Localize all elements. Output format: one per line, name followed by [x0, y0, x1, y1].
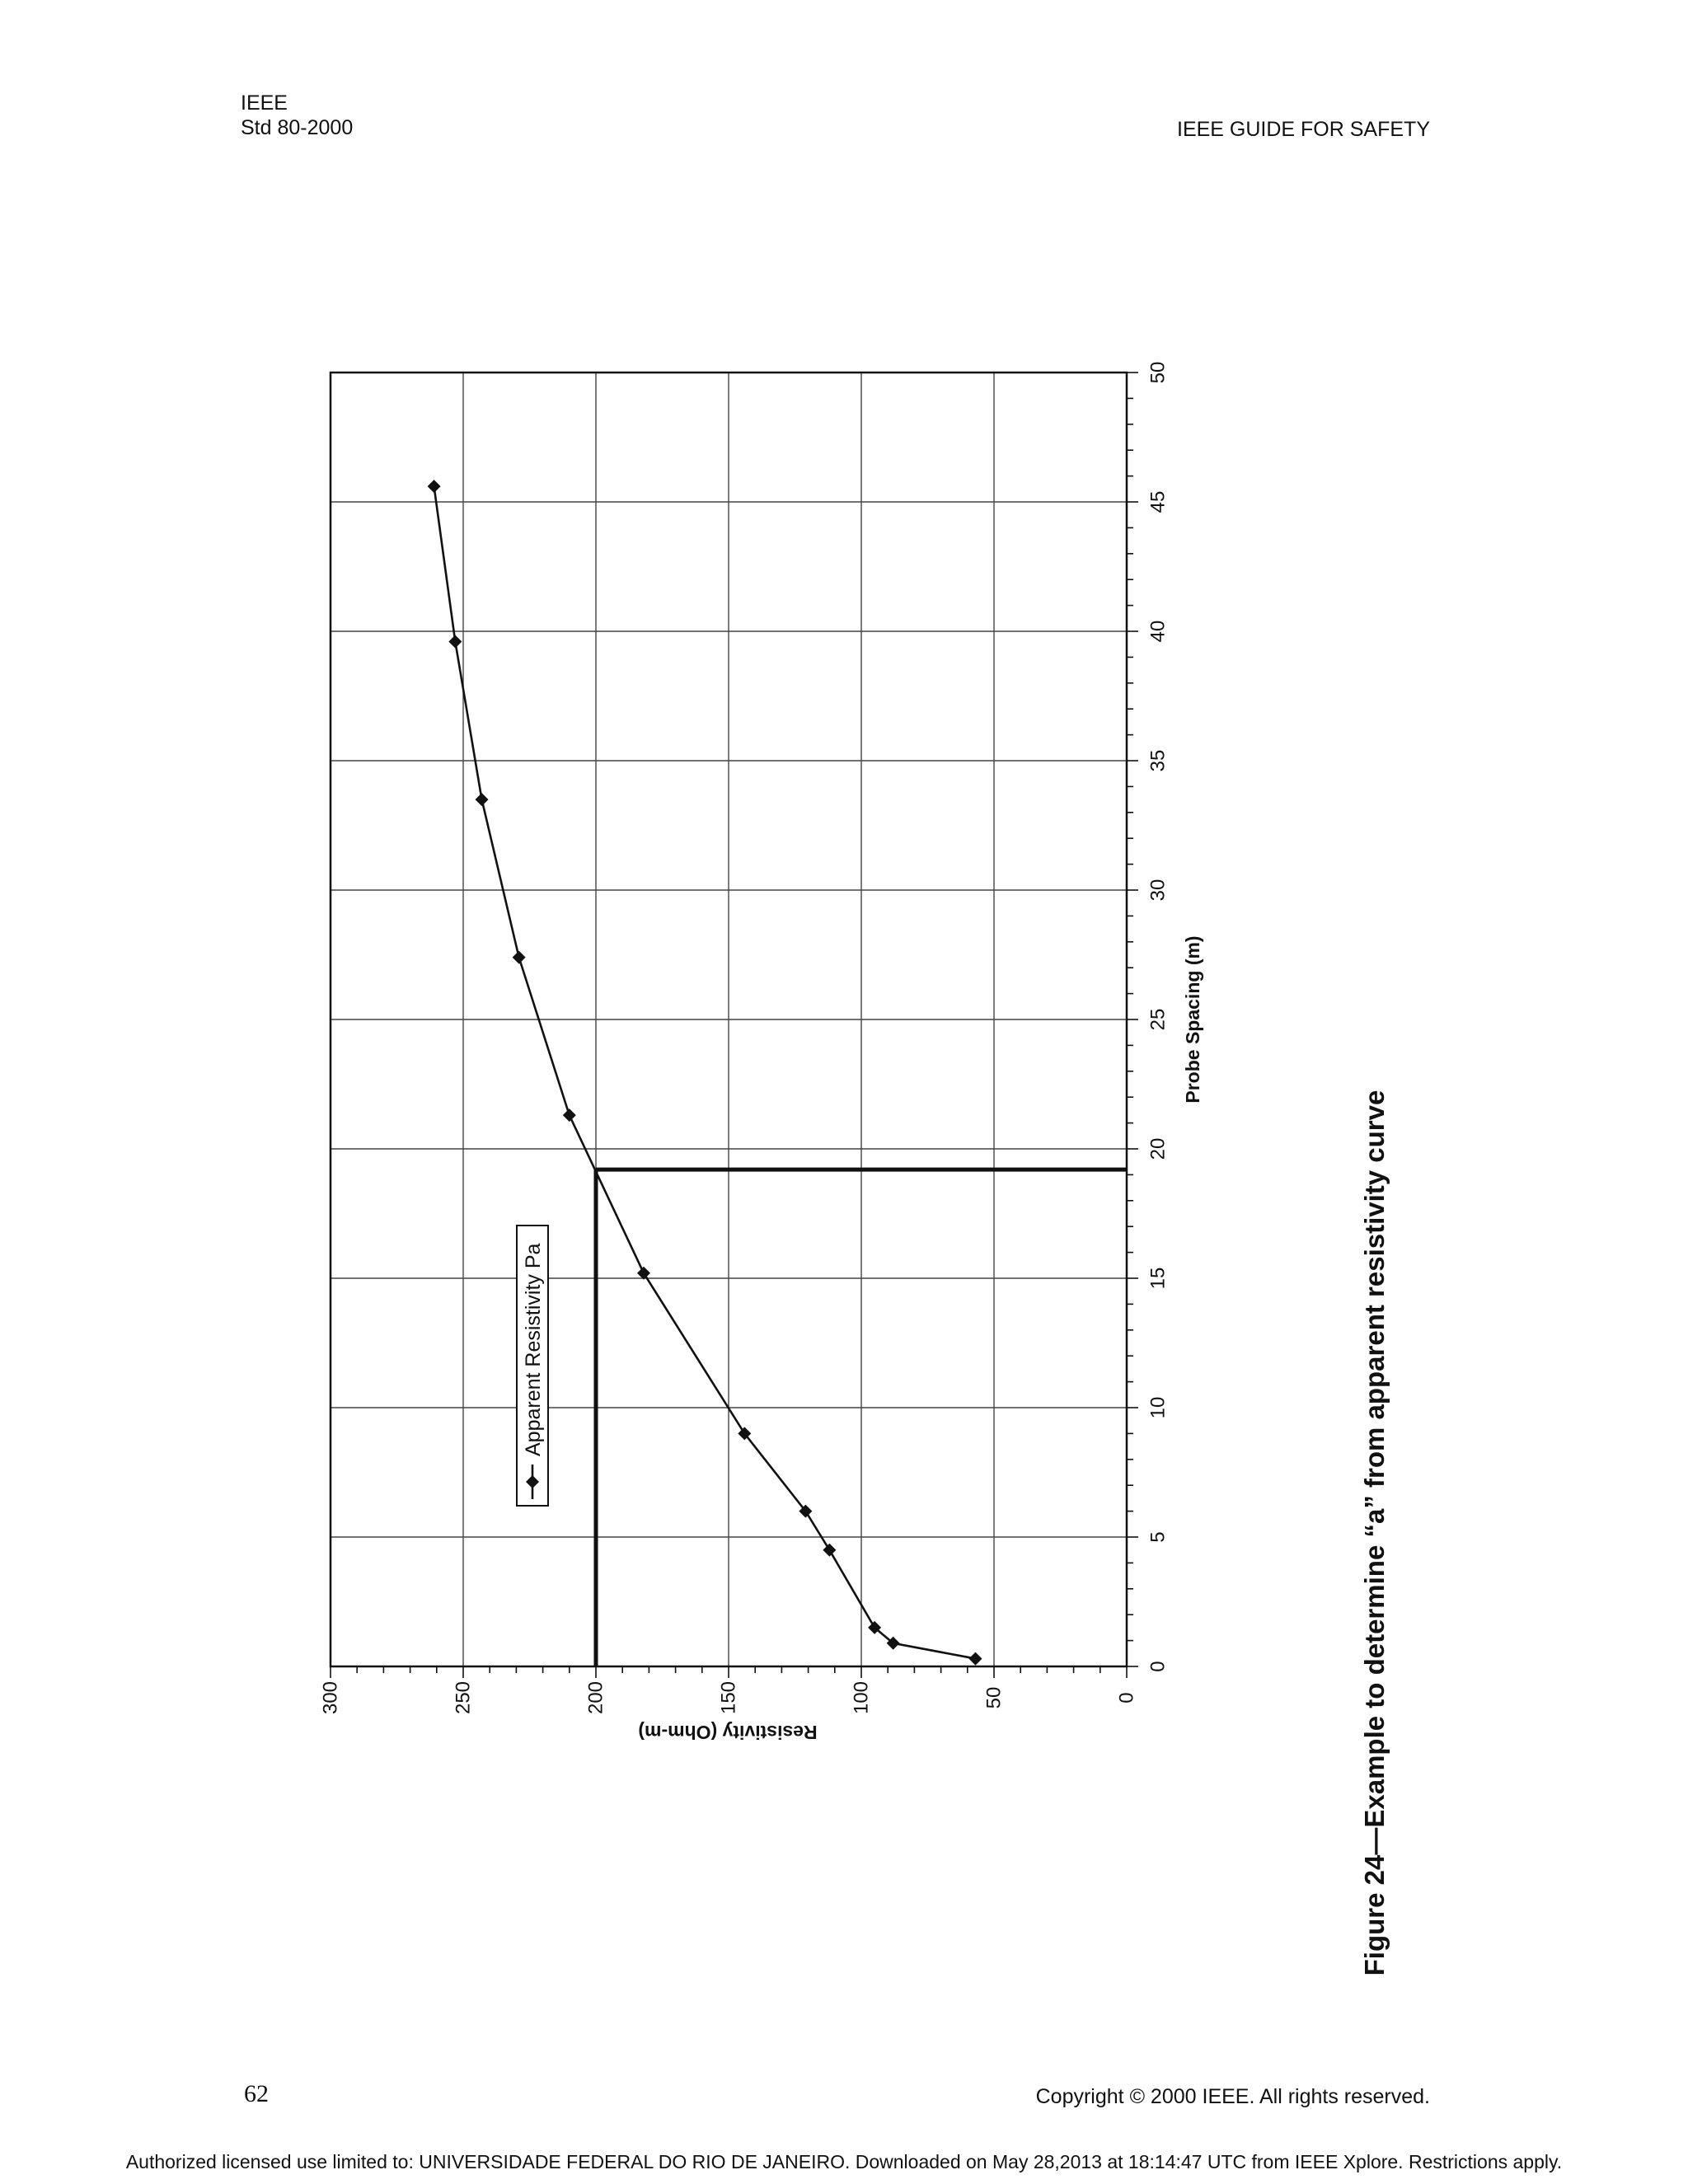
data-point: [427, 480, 441, 494]
y-tick-label: 50: [983, 1687, 1006, 1709]
y-tick-label: 100: [851, 1681, 873, 1714]
y-tick-label: 300: [320, 1681, 342, 1714]
data-point: [886, 1636, 900, 1650]
x-tick-label: 45: [1147, 491, 1170, 513]
y-axis-title: Resistivity (Ohm-m): [638, 1722, 817, 1743]
figure-caption: Figure 24—Example to determine “a” from …: [1359, 1090, 1390, 1976]
series-line: [433, 485, 976, 1660]
header-standard: Std 80-2000: [241, 116, 354, 139]
header-left: IEEE Std 80-2000: [241, 91, 353, 140]
chart-grid: [330, 372, 1128, 1667]
data-point: [799, 1504, 813, 1518]
data-point: [968, 1652, 982, 1666]
page-number: 62: [244, 2080, 269, 2107]
x-tick-label: 20: [1147, 1138, 1170, 1160]
x-tick-label: 35: [1147, 750, 1170, 772]
y-tick-label: 250: [452, 1681, 475, 1714]
data-point: [823, 1543, 837, 1557]
x-tick-label: 10: [1147, 1397, 1170, 1419]
x-tick-label: 15: [1147, 1268, 1170, 1290]
x-tick-label: 0: [1147, 1661, 1170, 1671]
x-tick-label: 5: [1147, 1531, 1170, 1542]
data-point: [512, 950, 526, 964]
header-org: IEEE: [241, 91, 288, 115]
x-tick-label: 30: [1147, 879, 1170, 902]
chart-axes: 0 5 10 15 20 25 30 35 40 45 50 0 50 100 150 200 250 300: [320, 362, 1170, 1714]
running-title: IEEE GUIDE FOR SAFETY: [1177, 118, 1430, 141]
legend-label: Apparent Resistivity Pa: [522, 1243, 545, 1456]
x-tick-label: 40: [1147, 621, 1170, 643]
y-tick-label: 0: [1116, 1692, 1138, 1703]
y-tick-label: 200: [585, 1681, 607, 1714]
data-point: [636, 1266, 650, 1280]
data-point: [738, 1427, 752, 1441]
x-tick-label: 50: [1147, 362, 1170, 384]
legend-box: [516, 1225, 549, 1507]
data-point: [475, 793, 489, 807]
reference-lines: [593, 1167, 1127, 1666]
authorization-notice: Authorized licensed use limited to: UNIV…: [125, 2151, 1563, 2172]
data-point: [448, 635, 462, 649]
y-tick-label: 150: [718, 1681, 740, 1714]
series-layer: [427, 480, 982, 1666]
data-point: [562, 1108, 576, 1122]
copyright-notice: Copyright © 2000 IEEE. All rights reserv…: [1035, 2085, 1430, 2108]
legend-marker: [526, 1475, 539, 1488]
x-tick-label: 25: [1147, 1009, 1170, 1031]
x-axis-title: Probe Spacing (m): [1182, 935, 1203, 1103]
chart-legend: Apparent Resistivity Pa: [516, 1225, 549, 1507]
data-point: [868, 1620, 882, 1634]
